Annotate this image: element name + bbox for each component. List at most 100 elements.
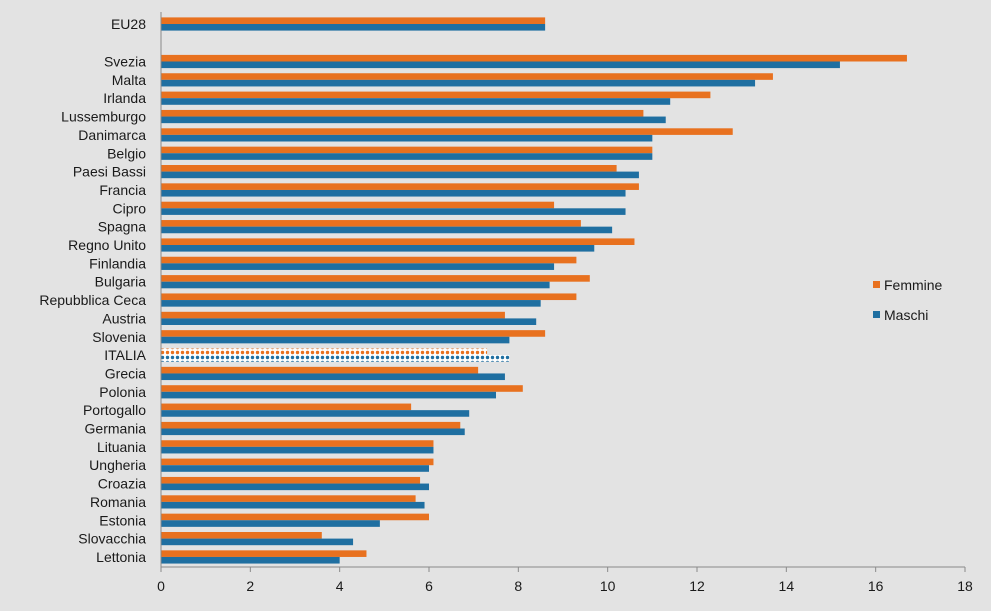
category-label-estonia: Estonia	[99, 512, 146, 528]
x-tick-label-10: 10	[600, 578, 616, 594]
bar-lettonia-femmine	[161, 550, 367, 557]
bar-lussemburgo-maschi	[161, 116, 666, 124]
bar-regno-unito-femmine	[161, 238, 635, 245]
bar-italia-femmine	[161, 348, 488, 356]
bar-irlanda-maschi	[161, 98, 671, 105]
category-label-croazia: Croazia	[98, 476, 146, 492]
bar-finlandia-femmine	[161, 256, 577, 264]
category-label-irlanda: Irlanda	[103, 90, 146, 106]
bar-estonia-femmine	[161, 513, 429, 521]
bar-bulgaria-maschi	[161, 281, 550, 289]
category-label-finlandia: Finlandia	[89, 255, 146, 271]
category-label-malta: Malta	[112, 72, 146, 88]
category-label-lussemburgo: Lussemburgo	[61, 109, 146, 125]
legend-label-femmine: Femmine	[884, 277, 943, 293]
bar-lettonia-maschi	[161, 556, 340, 564]
bar-eu28-maschi	[161, 24, 546, 31]
category-label-repubblica-ceca: Repubblica Ceca	[39, 292, 146, 308]
category-label-polonia: Polonia	[99, 384, 146, 400]
category-label-svezia: Svezia	[104, 54, 146, 70]
legend-swatch-femmine	[873, 281, 880, 288]
x-axis: 0 2 4 6 8 10 12 14 16 18	[157, 12, 973, 594]
bar-lituania-femmine	[161, 440, 434, 447]
category-label-francia: Francia	[99, 182, 146, 198]
bar-bulgaria-femmine	[161, 275, 590, 282]
bar-estonia-maschi	[161, 520, 380, 527]
x-tick-label-18: 18	[957, 578, 973, 594]
category-label-germania: Germania	[85, 421, 147, 437]
category-label-ungheria: Ungheria	[89, 457, 146, 473]
bar-slovenia-maschi	[161, 336, 510, 344]
category-label-spagna: Spagna	[98, 219, 146, 235]
bar-polonia-maschi	[161, 391, 496, 399]
bar-slovenia-femmine	[161, 330, 546, 337]
category-labels: EU28 Svezia Malta Irlanda Lussemburgo Danimar…	[39, 16, 146, 565]
x-tick-label-8: 8	[514, 578, 522, 594]
bar-svezia-femmine	[161, 54, 907, 62]
bar-slovacchia-femmine	[161, 532, 322, 539]
category-label-paesi-bassi: Paesi Bassi	[73, 164, 146, 180]
bar-spagna-femmine	[161, 220, 581, 227]
bar-romania-femmine	[161, 495, 416, 502]
x-tick-label-4: 4	[336, 578, 344, 594]
bar-cipro-maschi	[161, 208, 626, 215]
x-tick-label-12: 12	[689, 578, 705, 594]
bar-austria-femmine	[161, 311, 505, 319]
bar-portogallo-maschi	[161, 410, 470, 417]
category-label-cipro: Cipro	[113, 200, 147, 216]
bars-group	[161, 17, 907, 564]
bar-ungheria-maschi	[161, 465, 429, 472]
category-label-grecia: Grecia	[105, 365, 146, 381]
category-label-slovenia: Slovenia	[92, 329, 146, 345]
bar-paesi-bassi-femmine	[161, 165, 617, 172]
legend-label-maschi: Maschi	[884, 307, 928, 323]
bar-paesi-bassi-maschi	[161, 171, 639, 179]
bar-germania-femmine	[161, 421, 461, 429]
x-tick-label-0: 0	[157, 578, 165, 594]
bar-lituania-maschi	[161, 446, 434, 454]
category-label-romania: Romania	[90, 494, 146, 510]
bar-slovacchia-maschi	[161, 538, 354, 546]
category-label-eu28: EU28	[111, 16, 146, 32]
category-label-regno-unito: Regno Unito	[68, 237, 146, 253]
bar-regno-unito-maschi	[161, 245, 595, 252]
bar-danimarca-femmine	[161, 128, 733, 135]
category-label-belgio: Belgio	[107, 145, 146, 161]
legend: Femmine Maschi	[873, 277, 943, 323]
x-tick-label-16: 16	[868, 578, 884, 594]
category-label-lettonia: Lettonia	[96, 549, 146, 565]
bar-portogallo-femmine	[161, 403, 412, 411]
bar-eu28-femmine	[161, 17, 546, 24]
bar-repubblica-ceca-femmine	[161, 293, 577, 301]
legend-swatch-maschi	[873, 311, 880, 318]
bar-spagna-maschi	[161, 226, 613, 234]
bar-croazia-maschi	[161, 483, 429, 491]
x-tick-label-6: 6	[425, 578, 433, 594]
bar-francia-femmine	[161, 183, 639, 190]
bar-danimarca-maschi	[161, 134, 653, 142]
bar-malta-femmine	[161, 73, 773, 80]
bar-polonia-femmine	[161, 385, 523, 392]
bar-germania-maschi	[161, 428, 465, 436]
category-label-danimarca: Danimarca	[78, 127, 146, 143]
category-label-austria: Austria	[102, 310, 146, 326]
category-label-lituania: Lituania	[97, 439, 146, 455]
bar-croazia-femmine	[161, 476, 421, 484]
bar-irlanda-femmine	[161, 91, 711, 99]
bar-lussemburgo-femmine	[161, 109, 644, 117]
category-label-slovacchia: Slovacchia	[78, 531, 146, 547]
bar-repubblica-ceca-maschi	[161, 300, 541, 307]
bar-romania-maschi	[161, 501, 425, 509]
bar-grecia-femmine	[161, 366, 479, 374]
category-label-bulgaria: Bulgaria	[95, 274, 147, 290]
bar-svezia-maschi	[161, 61, 840, 69]
bar-finlandia-maschi	[161, 263, 555, 270]
bar-ungheria-femmine	[161, 458, 434, 466]
x-tick-label-2: 2	[246, 578, 254, 594]
bar-belgio-femmine	[161, 146, 653, 154]
bar-francia-maschi	[161, 189, 626, 197]
category-label-italia: ITALIA	[104, 347, 146, 363]
bar-grecia-maschi	[161, 373, 505, 381]
bar-italia-maschi	[161, 355, 510, 362]
